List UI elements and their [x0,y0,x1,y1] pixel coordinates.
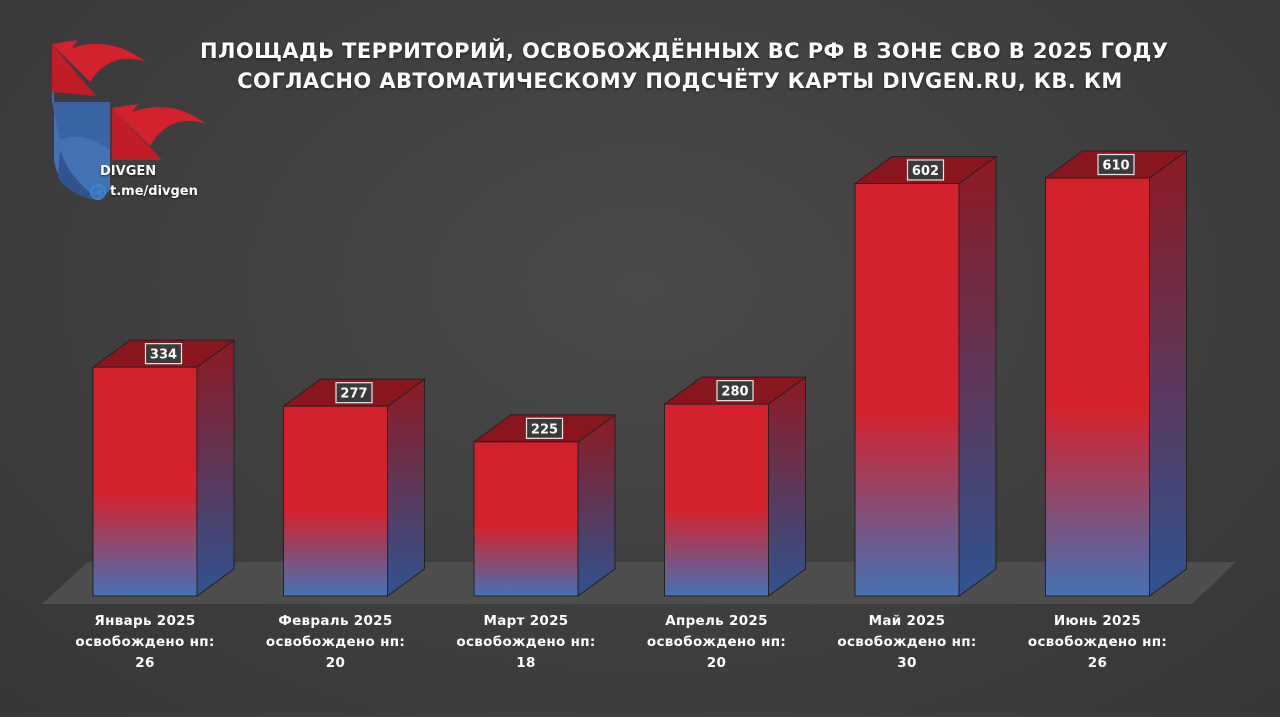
value-label-text: 334 [150,348,177,363]
value-label: 610 [1097,153,1135,176]
brand-name: DIVGEN [100,164,157,179]
value-label-box [716,380,754,402]
settlements-label: освобождено нп: [837,634,977,650]
bar-front-face [92,366,198,597]
value-label-text: 602 [912,164,939,179]
category-name: Январь 2025 [94,613,196,629]
bar-side-face [387,378,425,597]
value-label: 602 [906,159,945,181]
settlements-count: 26 [135,655,155,671]
brand-handle[interactable]: t.me/divgen [110,184,198,199]
divgen-logo [52,40,206,200]
category-label: Март 2025 освобождено нп: 18 [426,611,626,674]
bars-group: 334 277 225 280 602 610 [91,150,1189,597]
brand-handle-row[interactable]: t.me/divgen [90,182,198,202]
settlements-count: 26 [1087,655,1108,671]
value-label-box [144,343,183,365]
category-name: Февраль 2025 [278,613,393,629]
bar-side-face [1149,150,1187,597]
title-line-1: ПЛОЩАДЬ ТЕРРИТОРИЙ, ОСВОБОЖДЁННЫХ ВС РФ … [200,39,1169,63]
settlements-count: 30 [897,655,917,671]
bar-front-face [854,182,960,597]
category-name: Март 2025 [483,613,569,629]
bar-front-face [664,403,769,597]
settlements-count: 20 [325,655,346,671]
value-label-box [525,417,564,439]
bar-3: 225 [472,413,617,597]
value-label: 225 [525,417,564,439]
bar-side-face [196,339,235,597]
bar-side-face [768,376,806,597]
bar-2: 277 [281,378,427,597]
settlements-label: освобождено нп: [646,634,787,650]
value-label-box [335,382,373,404]
bar-5: 602 [853,155,998,597]
bar-4: 280 [662,376,808,597]
bar-1: 334 [91,339,236,597]
value-label-text: 610 [1102,159,1129,174]
telegram-icon [90,184,106,200]
category-label: Январь 2025 освобождено нп: 26 [45,611,245,674]
settlements-count: 20 [706,655,727,671]
value-label: 334 [144,343,183,365]
bar-front-face [1045,177,1150,597]
bar-side-face [577,413,616,597]
value-label-box [1097,153,1135,176]
value-label-box [906,159,945,181]
brand-block: DIVGEN t.me/divgen [90,162,198,202]
settlements-label: освобождено нп: [265,634,406,650]
value-label: 277 [335,382,373,404]
value-label-text: 277 [340,387,367,402]
category-name: Апрель 2025 [665,613,768,629]
category-label: Май 2025 освобождено нп: 30 [807,611,1007,674]
category-label: Апрель 2025 освобождено нп: 20 [617,611,817,674]
settlements-count: 18 [516,655,536,671]
category-label: Июнь 2025 освобождено нп: 26 [998,611,1198,674]
settlements-label: освобождено нп: [75,634,215,650]
settlements-label: освобождено нп: [1027,634,1168,650]
bar-front-face [283,405,388,597]
chart-title: ПЛОЩАДЬ ТЕРРИТОРИЙ, ОСВОБОЖДЁННЫХ ВС РФ … [200,36,1169,96]
bar-side-face [958,155,997,597]
title-line-2: СОГЛАСНО АВТОМАТИЧЕСКОМУ ПОДСЧЁТУ КАРТЫ … [237,69,1123,93]
value-label-text: 225 [531,422,558,437]
settlements-label: освобождено нп: [456,634,596,650]
value-label: 280 [716,380,754,402]
bar-front-face [473,441,579,597]
category-label: Февраль 2025 освобождено нп: 20 [236,611,436,674]
category-name: Май 2025 [868,613,946,629]
category-name: Июнь 2025 [1053,613,1142,629]
value-label-text: 280 [721,385,748,400]
bar-6: 610 [1043,150,1189,597]
